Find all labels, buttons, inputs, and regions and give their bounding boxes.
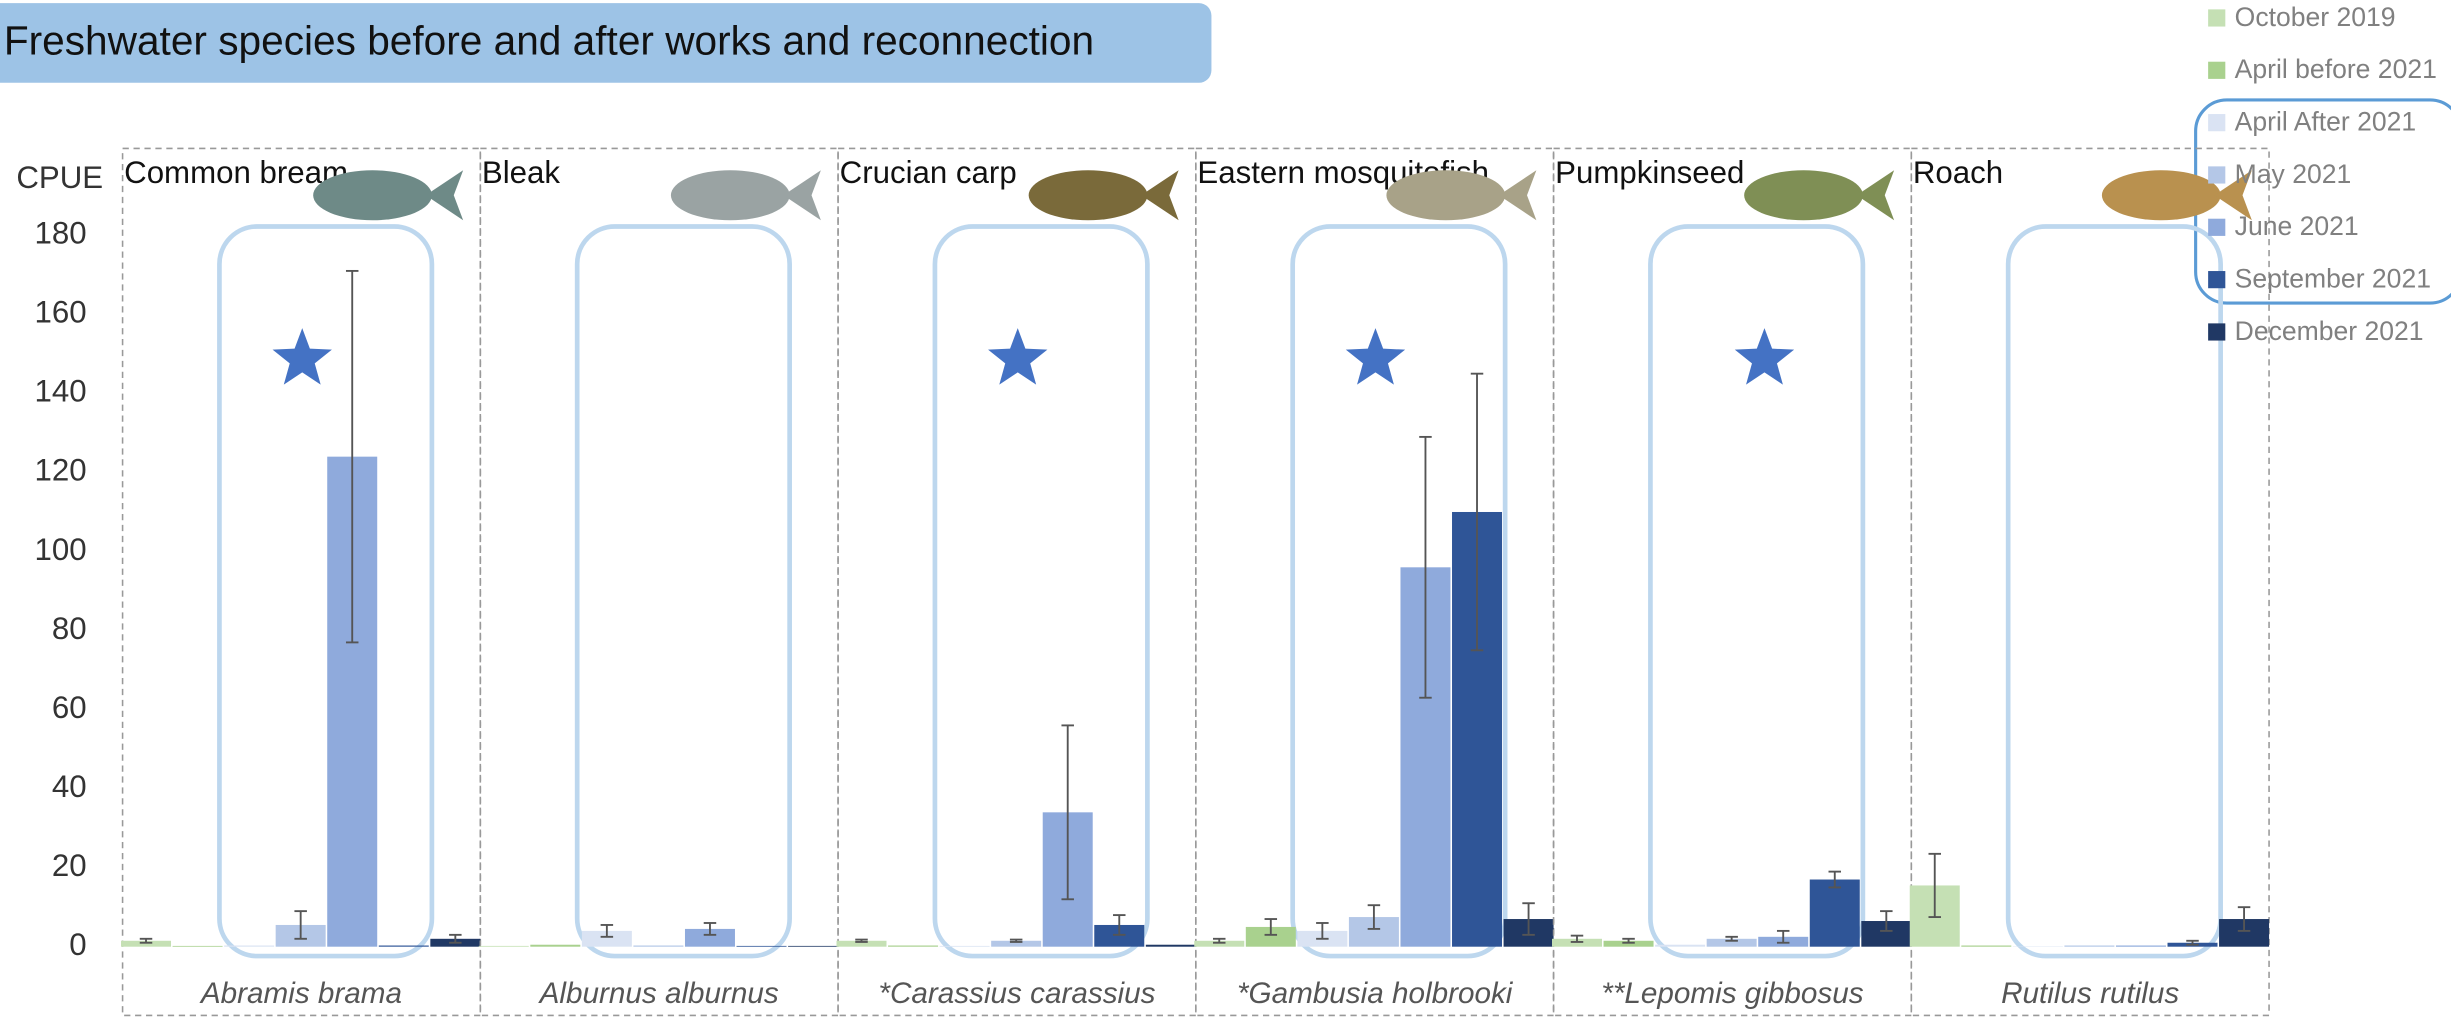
fish-body [1029,170,1148,220]
panel [480,148,838,1015]
bar [1810,880,1860,947]
bar [173,946,223,947]
legend-label: April After 2021 [2235,106,2417,136]
legend-swatch [2208,271,2225,288]
fish-tail [1857,170,1894,220]
scientific-name: Abramis brama [199,977,402,1010]
panel [123,148,481,1015]
fish-tail [783,170,820,220]
bar [940,946,990,947]
chart-title: Freshwater species before and after work… [4,17,1094,63]
legend-swatch [2208,9,2225,26]
legend-swatch [2208,114,2225,131]
significance-star [1735,328,1794,385]
y-axis-label: CPUE [16,160,103,195]
legend-label: May 2021 [2235,159,2352,189]
scientific-name: Alburnus alburnus [538,977,779,1010]
highlight-box [1650,227,1862,957]
y-tick-label: 160 [35,295,87,330]
bar [530,945,580,947]
bar [2116,946,2166,947]
legend-swatch [2208,166,2225,183]
bar [224,946,274,947]
highlight-box [577,227,789,957]
y-tick-label: 0 [69,927,86,962]
fish-body [1386,170,1505,220]
bar [888,946,938,947]
highlight-box [935,227,1147,957]
fish-body [313,170,432,220]
legend-swatch [2208,323,2225,340]
fish-body [2102,170,2221,220]
y-tick-label: 60 [52,690,87,725]
legend-swatch [2208,219,2225,236]
fish-body [671,170,790,220]
fish-tail [1141,170,1178,220]
y-tick-label: 180 [35,216,87,251]
significance-star [1346,328,1405,385]
scientific-name: *Carassius carassius [878,977,1155,1010]
highlight-box [2008,227,2220,957]
y-tick-label: 80 [52,611,87,646]
legend-label: December 2021 [2235,316,2424,346]
scientific-name: Rutilus rutilus [2001,977,2179,1010]
category-label: Crucian carp [840,155,1017,190]
y-tick-label: 100 [35,532,87,567]
legend-label: October 2019 [2235,2,2396,32]
y-tick-label: 120 [35,453,87,488]
bar [788,946,838,947]
bar [1961,946,2011,947]
legend-label: June 2021 [2235,211,2359,241]
legend-swatch [2208,62,2225,79]
category-label: Roach [1913,155,2003,190]
significance-star [273,328,332,385]
y-tick-label: 40 [52,769,87,804]
fish-body [1744,170,1863,220]
category-label: Common bream [124,155,348,190]
bar [737,946,787,947]
category-label: Bleak [482,155,561,190]
scientific-name: *Gambusia holbrooki [1237,977,1514,1010]
legend-label: April before 2021 [2235,54,2437,84]
bar [479,946,529,947]
bar [1655,945,1705,947]
y-tick-label: 140 [35,374,87,409]
highlight-box [219,227,431,957]
bar [633,946,683,947]
fish-tail [426,170,463,220]
y-tick-label: 20 [52,848,87,883]
category-label: Pumpkinseed [1555,155,1744,190]
legend-label: September 2021 [2235,263,2431,293]
bar [379,946,429,947]
scientific-name: **Lepomis gibbosus [1601,977,1863,1010]
significance-star [988,328,1047,385]
bar [2064,946,2114,947]
fish-tail [1499,170,1536,220]
bar [1146,945,1196,947]
panel [838,148,1196,1015]
